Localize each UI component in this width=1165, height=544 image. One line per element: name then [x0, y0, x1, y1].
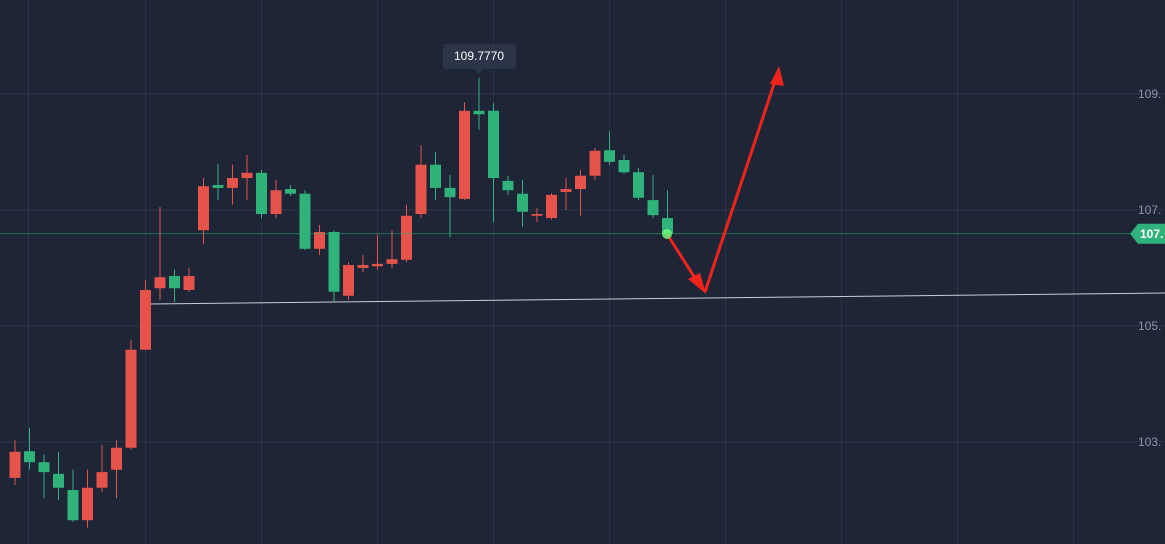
- vertical-grid: [28, 0, 1074, 544]
- high-tooltip-box: [443, 43, 516, 69]
- candle-body: [183, 276, 195, 290]
- candle-body: [517, 193, 528, 212]
- candle-body: [618, 160, 630, 173]
- candle-body: [604, 150, 615, 162]
- candle-body: [299, 193, 311, 249]
- candle-body: [372, 263, 383, 267]
- arrows: [665, 66, 784, 294]
- high-tooltip-pointer: [474, 68, 484, 74]
- candle-body: [415, 164, 427, 215]
- candle-body: [386, 259, 398, 264]
- candle-body: [430, 164, 441, 188]
- candle-body: [241, 172, 253, 179]
- candle-body: [647, 200, 659, 216]
- candle-body: [401, 215, 412, 260]
- candle-body: [531, 214, 543, 216]
- candle-body: [140, 289, 151, 350]
- candle-body: [9, 451, 21, 478]
- current-price-badge: [1130, 223, 1165, 244]
- candle-body: [502, 180, 514, 191]
- candle-body: [38, 462, 50, 473]
- live-dot: [662, 229, 672, 239]
- candle-body: [212, 185, 224, 188]
- candle-body: [473, 110, 485, 115]
- high-tooltip-label: 109.7770: [454, 49, 504, 63]
- candle-body: [444, 187, 456, 198]
- y-tick-label: 105.: [1138, 319, 1161, 333]
- candle-body: [560, 189, 572, 192]
- candle-body: [575, 175, 586, 190]
- candle-body: [24, 451, 35, 463]
- candle-body: [546, 194, 557, 219]
- candle-body: [328, 231, 340, 292]
- candle-body: [154, 277, 166, 289]
- candle-body: [111, 447, 122, 470]
- candle-body: [53, 473, 64, 488]
- candle-body: [169, 276, 180, 289]
- candle-body: [256, 172, 267, 215]
- candle-body: [96, 472, 108, 488]
- candle-body: [357, 265, 369, 268]
- y-tick-label: 107.: [1138, 203, 1161, 217]
- candle-body: [662, 218, 673, 234]
- candle-body: [459, 110, 470, 199]
- candle-body: [227, 178, 238, 188]
- support-line: [149, 292, 1165, 305]
- candle-body: [67, 490, 79, 521]
- overlay: 107. 109.7770: [0, 43, 1165, 244]
- y-tick-label: 109.: [1138, 87, 1161, 101]
- candle-body: [314, 231, 325, 249]
- grid: 103. 105. 107. 109.: [0, 87, 1165, 449]
- candle-body: [270, 190, 282, 215]
- candle-body: [125, 349, 137, 448]
- candle-body: [198, 186, 209, 231]
- candle-body: [82, 487, 93, 521]
- candles: [9, 77, 673, 528]
- candle-body: [589, 150, 601, 176]
- current-price-label: 107.: [1140, 227, 1163, 241]
- candle-body: [633, 172, 644, 198]
- candle-body: [285, 189, 296, 194]
- candle-body: [343, 265, 354, 296]
- candle-body: [488, 110, 499, 179]
- y-tick-label: 103.: [1138, 435, 1161, 449]
